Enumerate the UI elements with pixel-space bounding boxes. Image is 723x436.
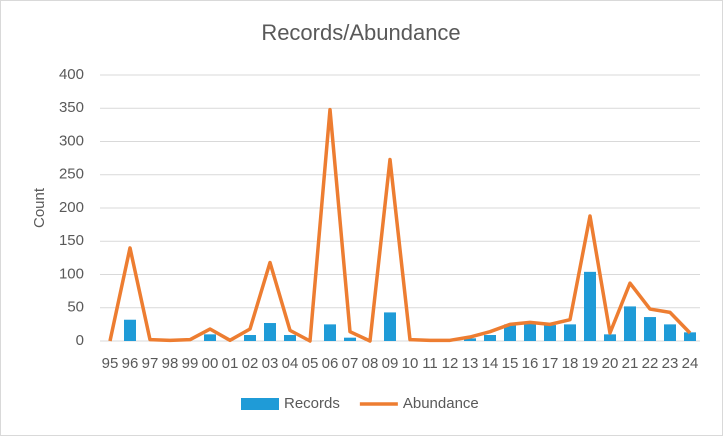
x-tick-label: 95 [102, 355, 119, 372]
x-tick-label: 00 [202, 355, 219, 372]
x-tick-label: 06 [322, 355, 339, 372]
x-tick-label: 97 [142, 355, 159, 372]
bar [464, 338, 476, 341]
x-tick-label: 96 [122, 355, 139, 372]
x-tick-label: 04 [282, 355, 299, 372]
x-tick-label: 13 [462, 355, 479, 372]
y-tick-label: 250 [59, 166, 84, 183]
line [108, 107, 692, 343]
x-tick-label: 99 [182, 355, 199, 372]
x-tick-label: 09 [382, 355, 399, 372]
x-tick-label: 01 [222, 355, 239, 372]
x-tick-label: 24 [682, 355, 699, 372]
bar [664, 324, 676, 341]
x-tick-label: 17 [542, 355, 559, 372]
y-tick-label: 200 [59, 199, 84, 216]
x-tick-label: 08 [362, 355, 379, 372]
x-tick-label: 05 [302, 355, 319, 372]
bar [384, 312, 396, 341]
x-tick-label: 18 [562, 355, 579, 372]
y-tick-label: 300 [59, 132, 84, 149]
y-tick-label: 50 [67, 299, 84, 316]
y-tick-label: 100 [59, 265, 84, 282]
x-tick-label: 20 [602, 355, 619, 372]
bar [524, 323, 536, 341]
bar [684, 332, 696, 341]
x-tick-label: 03 [262, 355, 279, 372]
bar [264, 323, 276, 341]
y-tick-label: 400 [59, 66, 84, 83]
x-tick-label: 22 [642, 355, 659, 372]
y-tick-label: 0 [76, 332, 84, 349]
bar [244, 335, 256, 341]
bar [324, 324, 336, 341]
bar [604, 334, 616, 341]
bar [584, 271, 596, 341]
legend-label: Records [284, 395, 340, 412]
bar [344, 337, 356, 341]
bar [544, 325, 556, 341]
x-tick-label: 12 [442, 355, 459, 372]
bar [484, 335, 496, 341]
x-tick-label: 15 [502, 355, 519, 372]
y-tick-label: 150 [59, 232, 84, 249]
x-tick-label: 10 [402, 355, 419, 372]
x-tick-label: 14 [482, 355, 499, 372]
y-axis-title: Count [31, 187, 48, 228]
x-tick-label: 11 [422, 355, 438, 372]
bar [624, 306, 636, 341]
bar [204, 334, 216, 341]
legend-swatch [241, 398, 279, 410]
y-tick-label: 350 [59, 99, 84, 116]
chart-title: Records/Abundance [261, 20, 460, 45]
bar [644, 317, 656, 341]
bar [564, 324, 576, 341]
x-tick-label: 02 [242, 355, 259, 372]
bar [284, 335, 296, 341]
x-tick-label: 23 [662, 355, 679, 372]
bar [504, 324, 516, 341]
x-tick-label: 21 [622, 355, 639, 372]
legend-label: Abundance [403, 395, 479, 412]
x-tick-label: 07 [342, 355, 359, 372]
x-tick-label: 16 [522, 355, 539, 372]
x-tick-label: 19 [582, 355, 599, 372]
x-tick-label: 98 [162, 355, 179, 372]
bar [124, 319, 136, 341]
